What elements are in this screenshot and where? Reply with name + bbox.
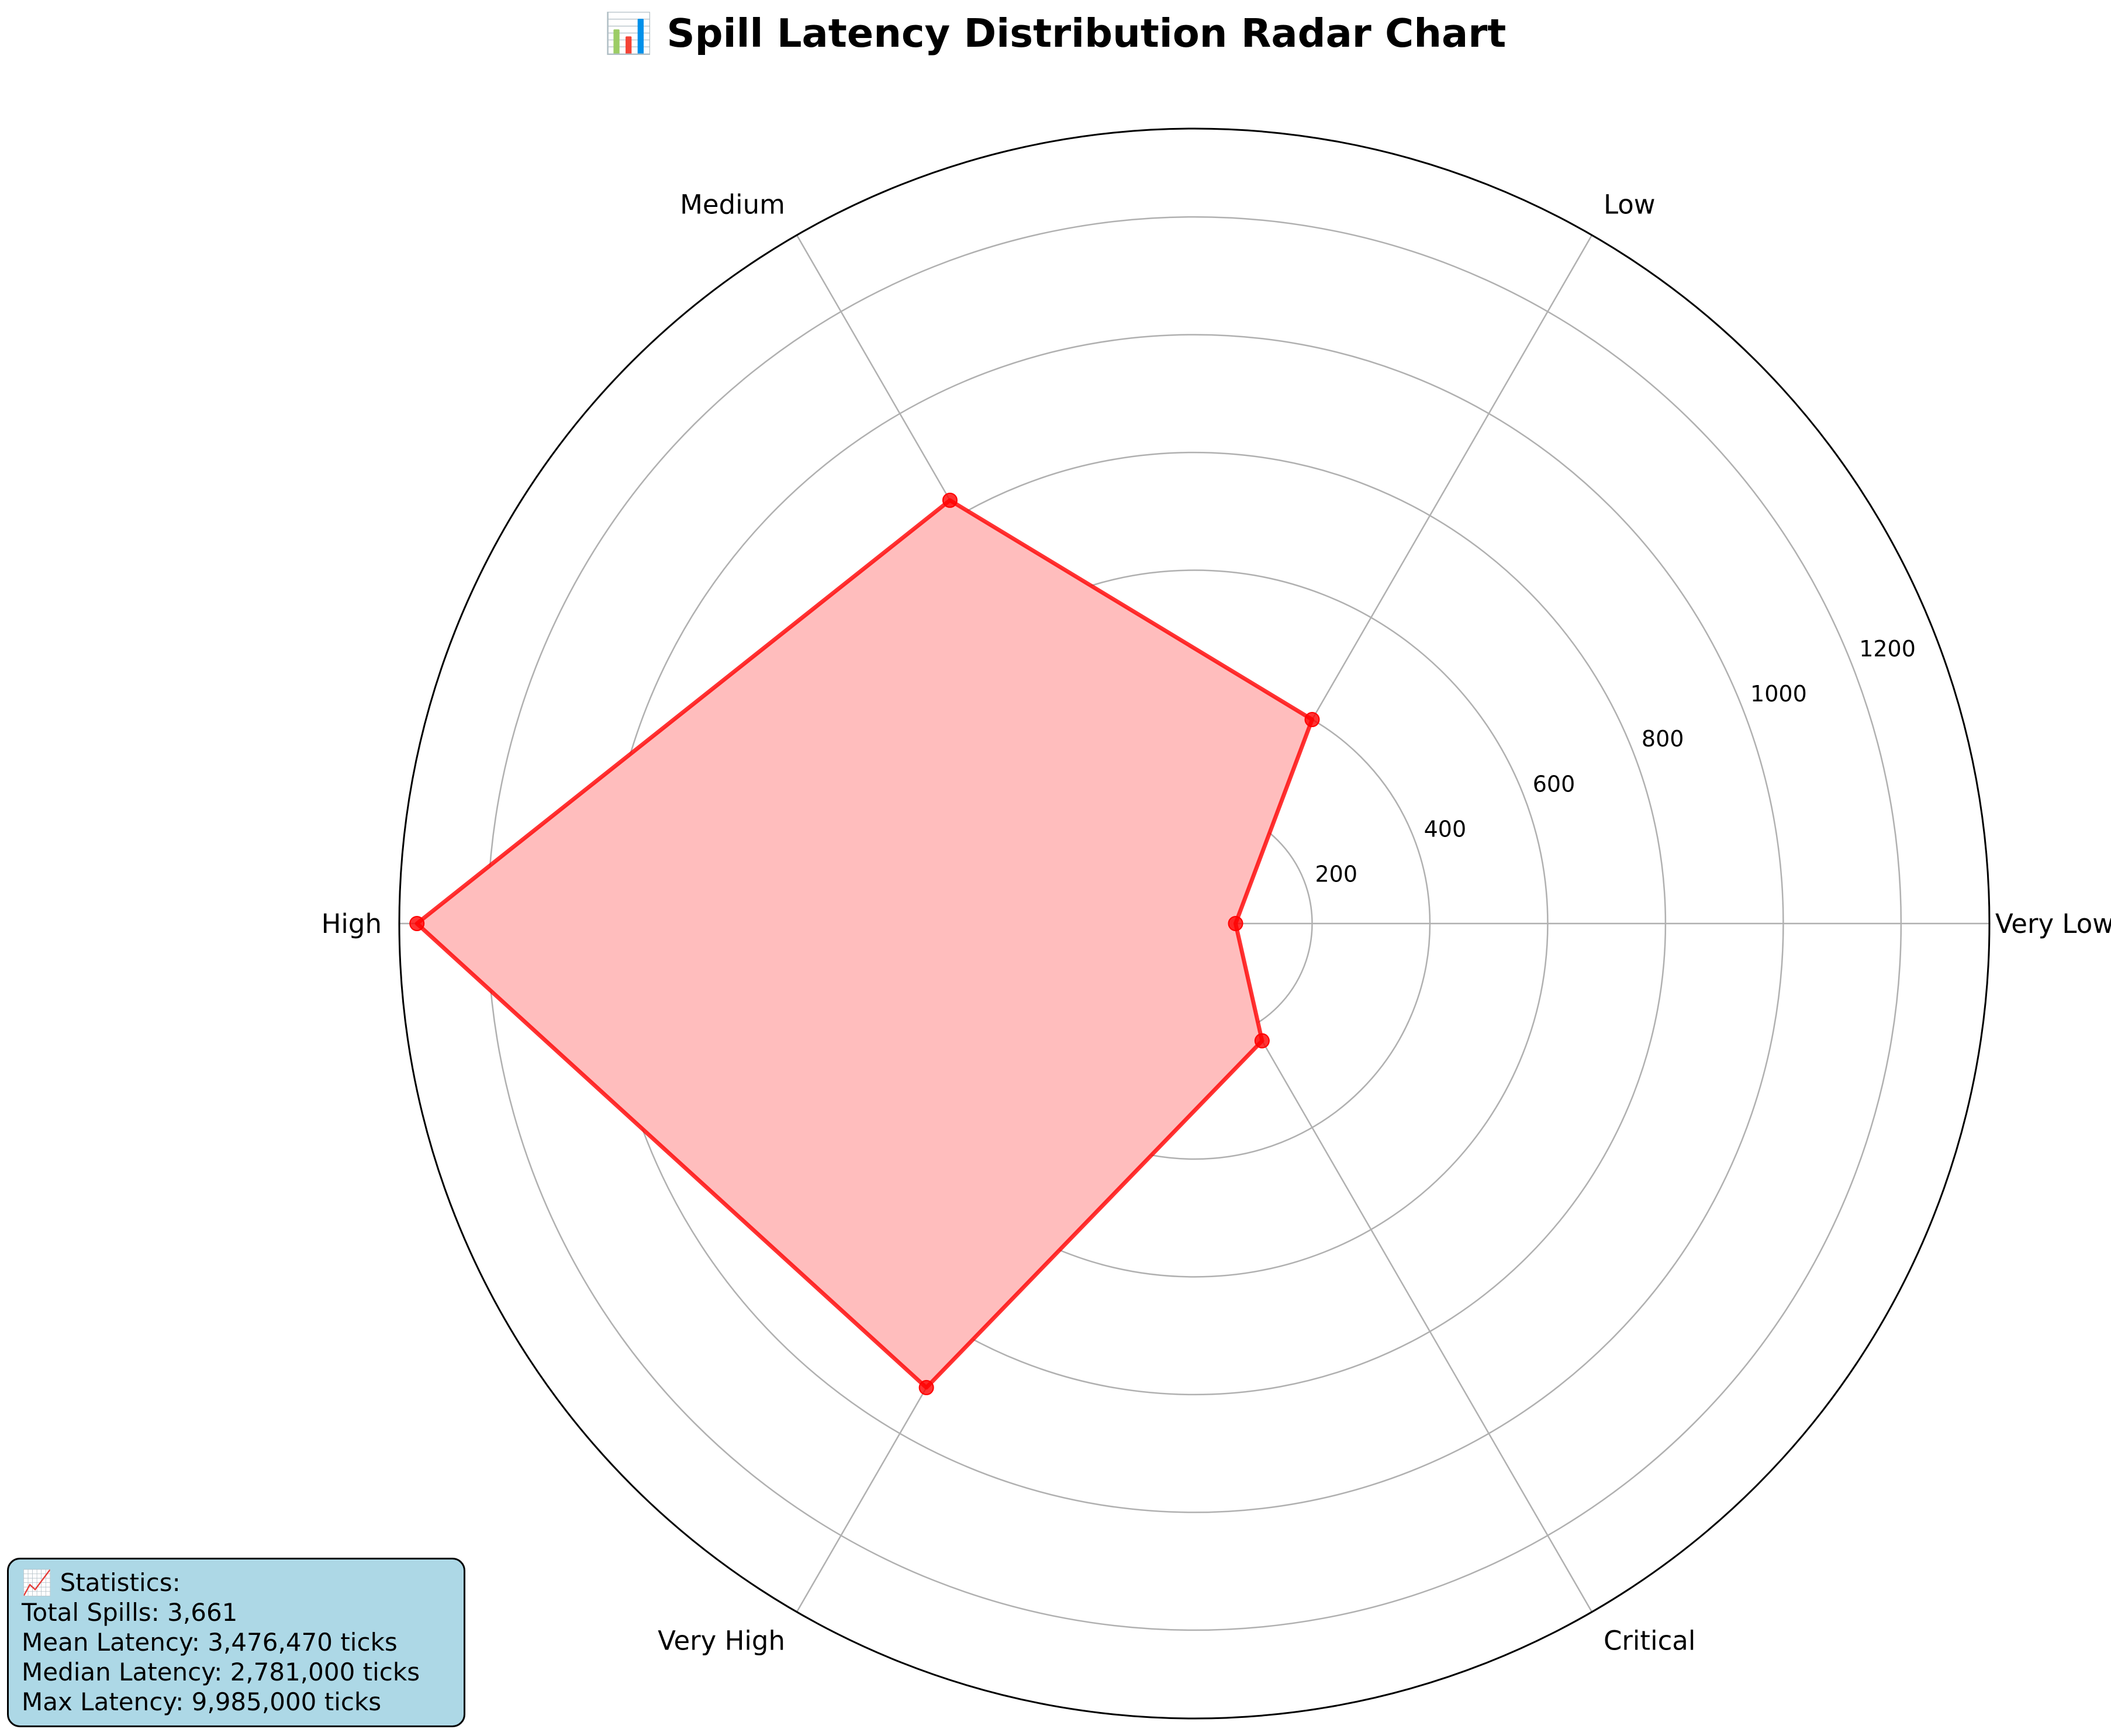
category-label-very-low: Very Low [1995, 908, 2111, 939]
data-point-high [409, 916, 425, 931]
category-label-low: Low [1604, 189, 1656, 220]
statistics-heading: 📈 Statistics: [22, 1568, 181, 1597]
polar-frame [398, 127, 1991, 1720]
series-fill-area [417, 500, 1312, 1388]
chart-title: 📊 Spill Latency Distribution Radar Chart [604, 11, 1507, 56]
radial-tick-label-1000: 1000 [1750, 681, 1807, 707]
radial-tick-label-200: 200 [1315, 861, 1357, 887]
total-spills-text: Total Spills: 3,661 [22, 1598, 238, 1627]
radial-tick-label-800: 800 [1642, 726, 1684, 752]
median-latency-text: Median Latency: 2,781,000 ticks [22, 1658, 420, 1686]
data-point-very-high [918, 1379, 934, 1395]
data-point-very-low [1228, 916, 1243, 931]
category-label-very-high: Very High [658, 1625, 785, 1656]
radial-tick-label-600: 600 [1533, 771, 1576, 797]
radial-tick-label-1200: 1200 [1859, 636, 1916, 662]
mean-latency-text: Mean Latency: 3,476,470 ticks [22, 1628, 398, 1657]
category-label-critical: Critical [1604, 1625, 1695, 1656]
radar-labels: Very Low Low Medium High Very High Critical 20… [322, 189, 2111, 1657]
radar-series [409, 492, 1320, 1395]
max-latency-text: Max Latency: 9,985,000 ticks [22, 1687, 382, 1716]
data-point-critical [1254, 1033, 1270, 1049]
data-point-low [1304, 712, 1320, 728]
category-label-high: High [322, 908, 382, 939]
category-label-medium: Medium [680, 189, 785, 220]
statistics-box: 📈 Statistics: Total Spills: 3,661 Mean L… [7, 1558, 465, 1727]
radial-tick-label-400: 400 [1424, 816, 1467, 842]
data-point-medium [942, 492, 958, 508]
